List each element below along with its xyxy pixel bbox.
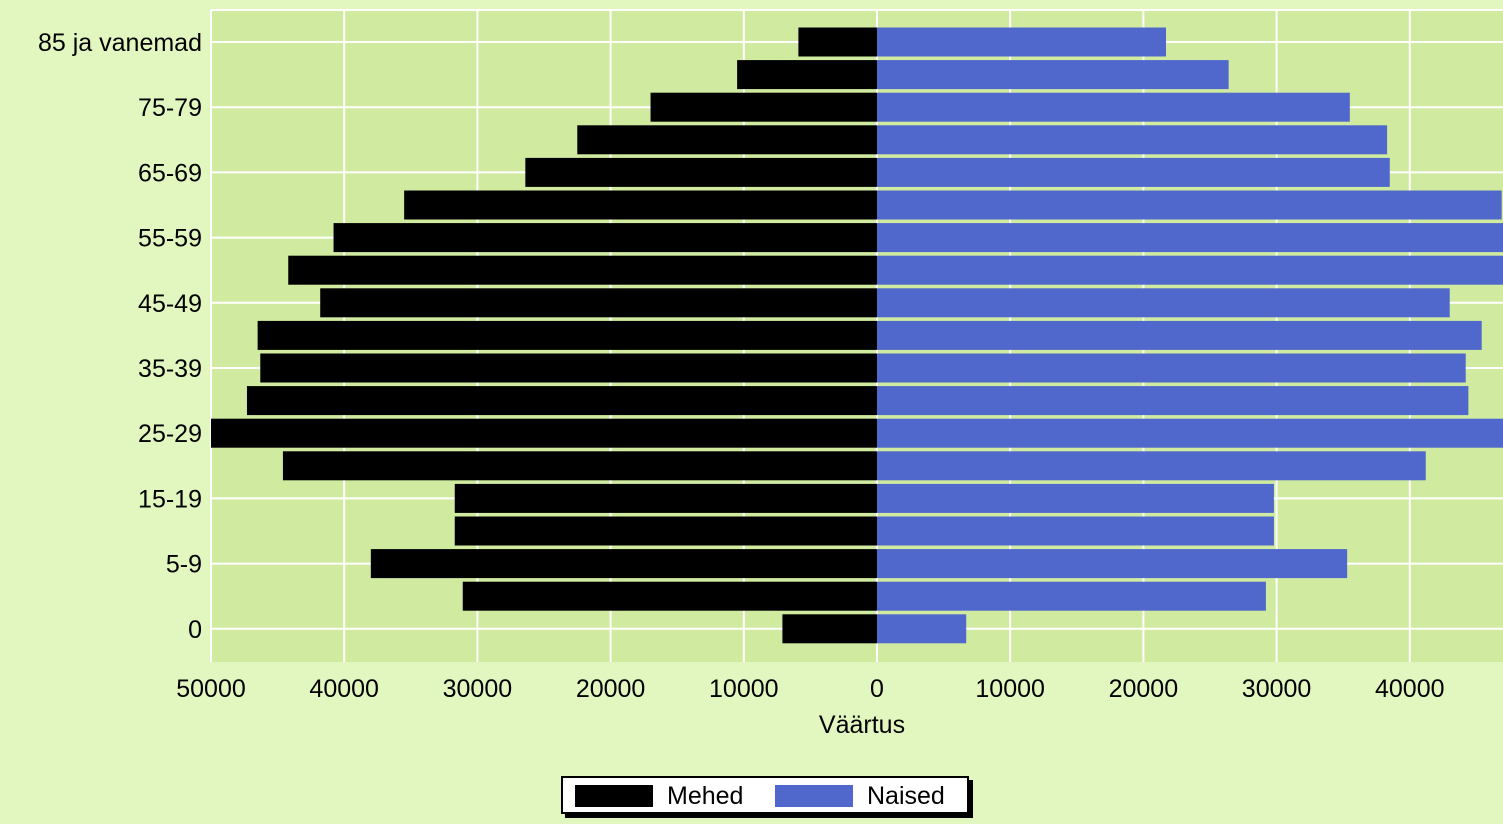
bar-mehed-6 xyxy=(333,223,877,253)
y-tick-label: 0 xyxy=(188,616,202,644)
bar-naised-2 xyxy=(876,92,1350,122)
bar-naised-5 xyxy=(876,190,1502,220)
bar-naised-6 xyxy=(876,223,1503,253)
y-tick-label: 45-49 xyxy=(138,290,202,318)
x-tick-label: 40000 xyxy=(309,675,379,703)
legend: Mehed Naised xyxy=(561,776,969,814)
bar-naised-12 xyxy=(876,418,1503,448)
bar-naised-4 xyxy=(876,157,1390,187)
legend-item-naised: Naised xyxy=(775,781,945,810)
x-tick-label: 50000 xyxy=(176,675,246,703)
y-tick-label: 25-29 xyxy=(138,420,202,448)
bar-naised-8 xyxy=(876,288,1450,318)
x-tick-labels: 50000 40000 30000 20000 10000 0 10000 20000 3000… xyxy=(176,675,1444,703)
legend-swatch-mehed xyxy=(575,785,653,807)
y-tick-label: 85 ja vanemad xyxy=(38,29,202,57)
bar-mehed-3 xyxy=(577,125,877,155)
bar-naised-13 xyxy=(876,451,1426,481)
bar-mehed-10 xyxy=(260,353,877,383)
x-tick-label: 20000 xyxy=(576,675,646,703)
bar-naised-14 xyxy=(876,483,1274,513)
y-tick-label: 65-69 xyxy=(138,159,202,187)
bar-naised-16 xyxy=(876,549,1348,579)
bar-mehed-11 xyxy=(246,386,877,416)
bar-naised-9 xyxy=(876,320,1482,350)
bar-mehed-16 xyxy=(370,549,877,579)
bar-mehed-5 xyxy=(404,190,877,220)
bar-layer xyxy=(211,27,1503,644)
y-tick-label: 35-39 xyxy=(138,355,202,383)
bar-naised-1 xyxy=(876,60,1229,90)
x-tick-label: 40000 xyxy=(1375,675,1445,703)
bar-mehed-8 xyxy=(320,288,877,318)
y-tick-label: 55-59 xyxy=(138,225,202,253)
bar-mehed-2 xyxy=(650,92,877,122)
x-tick-label: 10000 xyxy=(975,675,1045,703)
bar-mehed-0 xyxy=(798,27,877,57)
bar-naised-7 xyxy=(876,255,1503,285)
x-tick-label: 30000 xyxy=(1242,675,1312,703)
y-tick-label: 75-79 xyxy=(138,94,202,122)
bar-naised-17 xyxy=(876,581,1266,611)
bar-naised-10 xyxy=(876,353,1466,383)
bar-mehed-15 xyxy=(454,516,877,546)
bar-naised-15 xyxy=(876,516,1274,546)
x-tick-label: 20000 xyxy=(1109,675,1179,703)
x-tick-label: 0 xyxy=(870,675,884,703)
bar-naised-0 xyxy=(876,27,1167,57)
x-tick-label: 10000 xyxy=(709,675,779,703)
y-tick-labels: 85 ja vanemad 75-79 65-69 55-59 45-49 35-39 25… xyxy=(38,29,202,644)
bar-naised-18 xyxy=(876,614,967,644)
bar-mehed-12 xyxy=(211,418,877,448)
bar-mehed-1 xyxy=(737,60,877,90)
bar-mehed-4 xyxy=(525,157,877,187)
y-tick-label: 15-19 xyxy=(138,485,202,513)
bar-naised-3 xyxy=(876,125,1388,155)
legend-label-naised: Naised xyxy=(867,781,945,810)
bar-naised-11 xyxy=(876,386,1469,416)
bar-mehed-13 xyxy=(282,451,877,481)
bar-mehed-7 xyxy=(288,255,877,285)
bar-mehed-18 xyxy=(782,614,877,644)
bar-mehed-14 xyxy=(454,483,877,513)
x-tick-label: 30000 xyxy=(443,675,513,703)
y-tick-label: 5-9 xyxy=(166,551,202,579)
bar-mehed-17 xyxy=(462,581,877,611)
legend-item-mehed: Mehed xyxy=(575,781,744,810)
legend-swatch-naised xyxy=(775,785,853,807)
bar-mehed-9 xyxy=(257,320,877,350)
x-axis-label: Väärtus xyxy=(819,711,905,739)
legend-label-mehed: Mehed xyxy=(667,781,744,810)
